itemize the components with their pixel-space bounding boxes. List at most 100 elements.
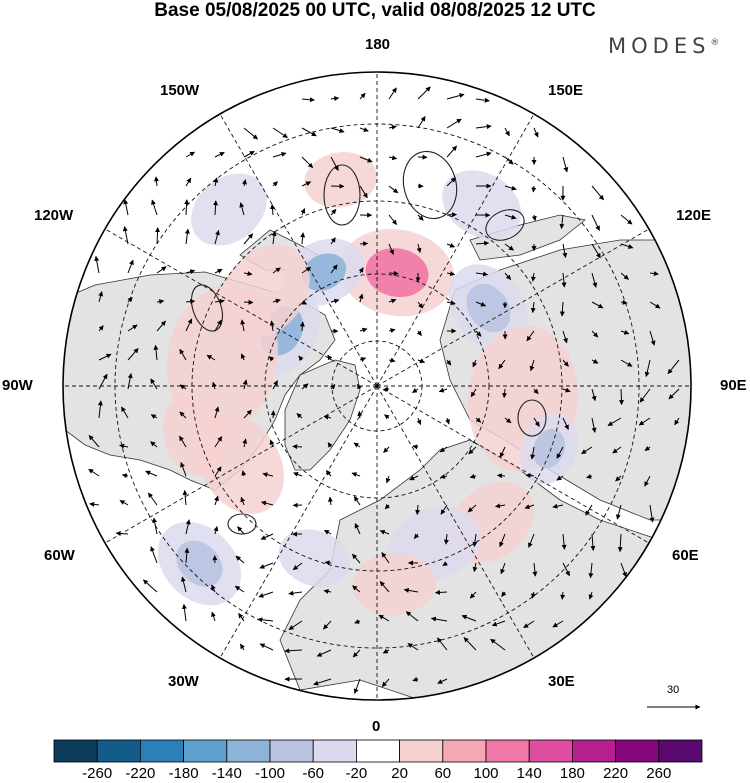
wind-arrow — [412, 676, 419, 682]
wind-arrow — [533, 417, 540, 427]
wind-arrow — [298, 355, 304, 362]
colorbar-tick-label: 140 — [516, 765, 542, 782]
wind-arrow — [504, 243, 514, 251]
wind-arrow — [182, 489, 188, 506]
wind-arrow — [357, 410, 363, 419]
label-120W: 120W — [34, 207, 74, 224]
colorbar-swatch — [485, 739, 530, 763]
wind-arrow — [461, 614, 477, 622]
colorbar-tick-label: 20 — [391, 765, 408, 782]
wind-arrow — [620, 243, 634, 249]
anomaly-cell — [191, 173, 267, 246]
wind-arrow — [468, 446, 477, 455]
wind-arrow — [533, 127, 539, 138]
brand-text: MODES — [608, 34, 711, 58]
wind-arrow — [185, 318, 193, 332]
wind-arrow — [530, 301, 536, 314]
wind-arrow — [243, 409, 252, 419]
wind-arrow — [260, 500, 274, 506]
wind-arrow — [184, 228, 190, 245]
wind-arrow — [591, 330, 599, 338]
wind-arrow — [443, 533, 449, 545]
wind-arrow — [262, 472, 274, 478]
wind-arrow — [407, 643, 419, 651]
wind-arrow — [238, 613, 245, 622]
wind-arrow — [382, 648, 390, 654]
wind-arrow — [357, 383, 362, 390]
wind-arrow — [180, 462, 187, 477]
wind-arrow — [490, 638, 506, 651]
wind-arrow — [359, 327, 368, 333]
wind-arrow — [475, 151, 492, 158]
wind-arrow — [268, 356, 275, 362]
wind-arrow — [352, 649, 361, 658]
wind-arrow — [446, 243, 456, 248]
wind-arrow — [115, 531, 129, 537]
wind-arrow — [382, 386, 390, 392]
wind-arrow — [504, 272, 512, 280]
wind-arrow — [325, 470, 332, 477]
colorbar-tick-label: 100 — [473, 765, 499, 782]
wind-arrow — [272, 267, 281, 274]
wind-arrow — [504, 214, 517, 220]
wind-arrow — [324, 560, 332, 566]
label-60E: 60E — [672, 547, 699, 564]
wind-arrow — [359, 127, 369, 132]
wind-arrow — [214, 298, 225, 304]
wind-arrow — [388, 328, 396, 333]
colorbar-tick-label: 60 — [434, 765, 452, 782]
colorbar-swatch — [399, 739, 444, 763]
wind-arrow — [475, 417, 482, 423]
wind-vectors — [88, 86, 680, 694]
wind-arrow — [301, 156, 314, 169]
wind-arrow — [214, 268, 223, 274]
wind-arrow — [327, 442, 333, 448]
wind-arrow — [214, 495, 219, 506]
wind-arrow — [213, 200, 219, 216]
wind-arrow — [384, 503, 391, 510]
colorbar-swatch — [139, 739, 184, 763]
contour-ring — [227, 513, 257, 535]
wind-arrow — [272, 298, 281, 304]
wind-arrow — [213, 177, 219, 187]
wind-arrow — [383, 446, 390, 453]
wind-arrow — [560, 591, 566, 600]
wind-arrow — [388, 214, 398, 225]
wind-arrow — [639, 388, 651, 403]
wind-arrow — [359, 92, 366, 100]
colorbar-swatch — [442, 739, 487, 763]
wind-arrow — [354, 523, 361, 535]
wind-arrow — [561, 533, 567, 550]
wind-arrow — [242, 379, 248, 390]
wind-arrow — [269, 320, 275, 332]
wind-arrow — [442, 561, 448, 567]
colorbar-swatch — [658, 739, 703, 763]
colorbar-tick-label: -180 — [168, 765, 199, 782]
wind-arrow — [498, 359, 506, 370]
wind-arrow — [153, 344, 159, 361]
reference-vector-label: 30 — [667, 684, 680, 696]
wind-arrow — [437, 678, 448, 684]
wind-arrow — [145, 470, 158, 477]
wind-arrow — [214, 436, 223, 448]
wind-arrow — [556, 446, 564, 459]
wind-arrow — [417, 358, 426, 364]
wind-arrow — [668, 388, 680, 400]
wind-arrow — [213, 526, 219, 535]
wind-arrow — [330, 96, 340, 102]
wind-arrow — [620, 299, 628, 305]
wind-arrow — [150, 441, 158, 448]
wind-arrow — [243, 299, 254, 305]
wind-arrow — [180, 576, 187, 593]
wind-arrow — [240, 496, 246, 506]
meridian-line — [104, 385, 378, 544]
contour-ring — [517, 399, 547, 437]
colorbar-swatch — [355, 739, 400, 763]
wind-arrow — [378, 614, 390, 622]
colorbar-swatch — [615, 739, 660, 763]
colorbar-swatch — [53, 739, 98, 763]
modes-logo: MODES® — [608, 34, 719, 58]
wind-arrow — [388, 357, 396, 363]
meridian-line — [376, 385, 650, 544]
wind-arrow — [351, 472, 361, 477]
